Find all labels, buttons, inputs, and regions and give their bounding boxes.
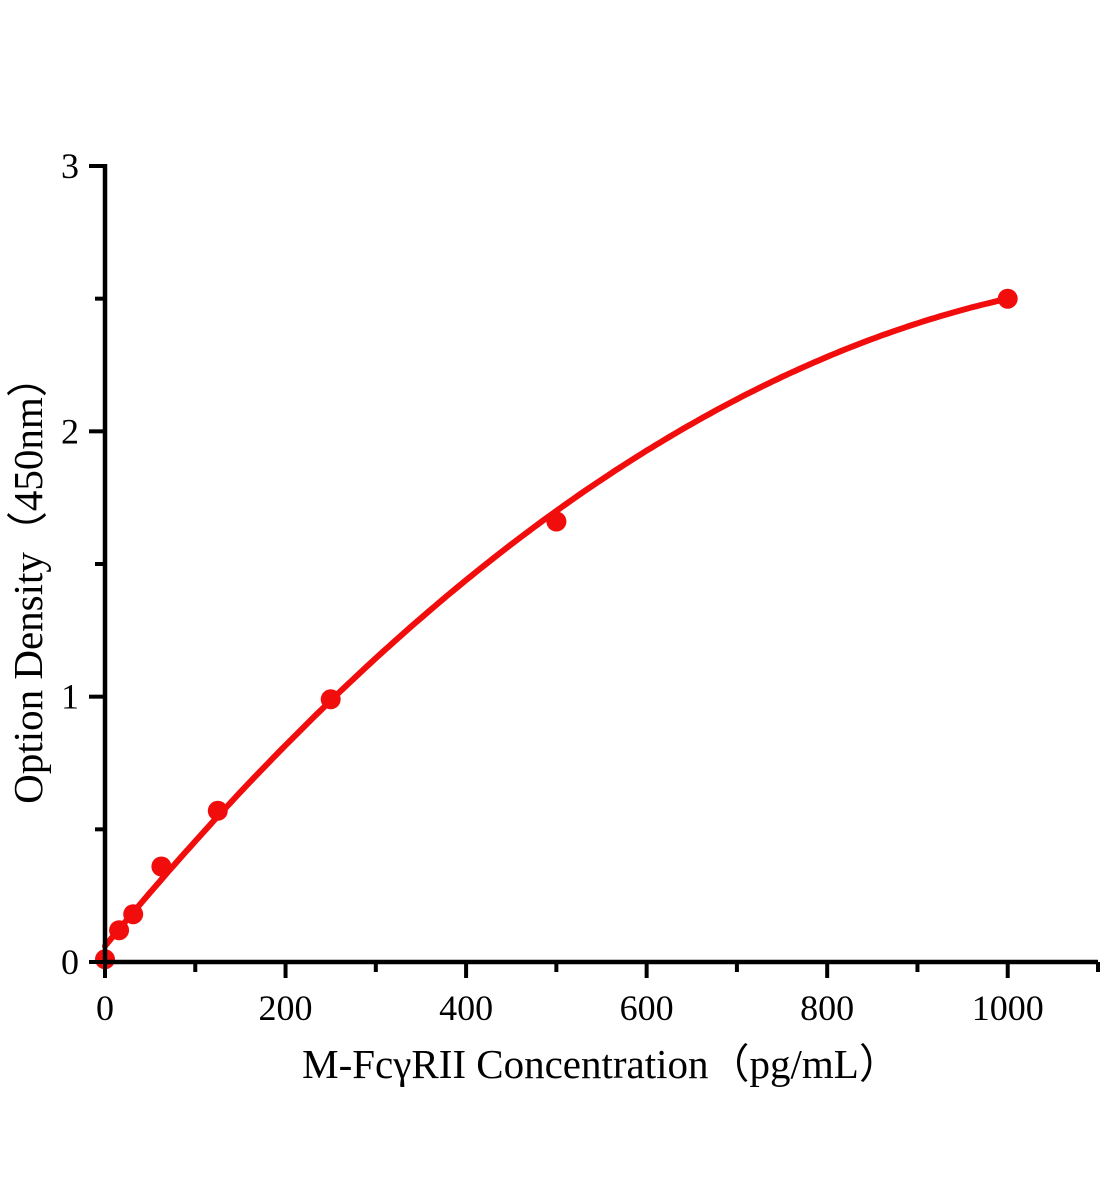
data-point (997, 288, 1018, 309)
data-point (109, 920, 130, 941)
y-tick-label: 2 (61, 411, 79, 451)
x-axis-title: M-FcγRII Concentration（pg/mL） (302, 1041, 900, 1087)
x-tick-label: 200 (259, 988, 313, 1028)
axes-group (89, 164, 1100, 978)
data-point (546, 511, 567, 532)
y-tick-label: 3 (61, 146, 79, 186)
data-point (123, 904, 144, 925)
y-tick-label: 0 (61, 942, 79, 982)
tick-label-group: 0 200 400 600 800 1000 0 1 2 3 (61, 146, 1044, 1028)
series-group (95, 288, 1018, 970)
x-tick-label: 400 (439, 988, 493, 1028)
data-point (320, 689, 341, 710)
x-tick-label: 0 (96, 988, 114, 1028)
y-tick-label: 1 (61, 677, 79, 717)
data-point (207, 800, 228, 821)
trend-line (102, 295, 1011, 950)
x-tick-label: 600 (620, 988, 674, 1028)
data-point (151, 856, 172, 877)
x-tick-label: 1000 (972, 988, 1044, 1028)
x-tick-label: 800 (800, 988, 854, 1028)
y-axis-title: Option Density（450nm） (5, 356, 51, 804)
